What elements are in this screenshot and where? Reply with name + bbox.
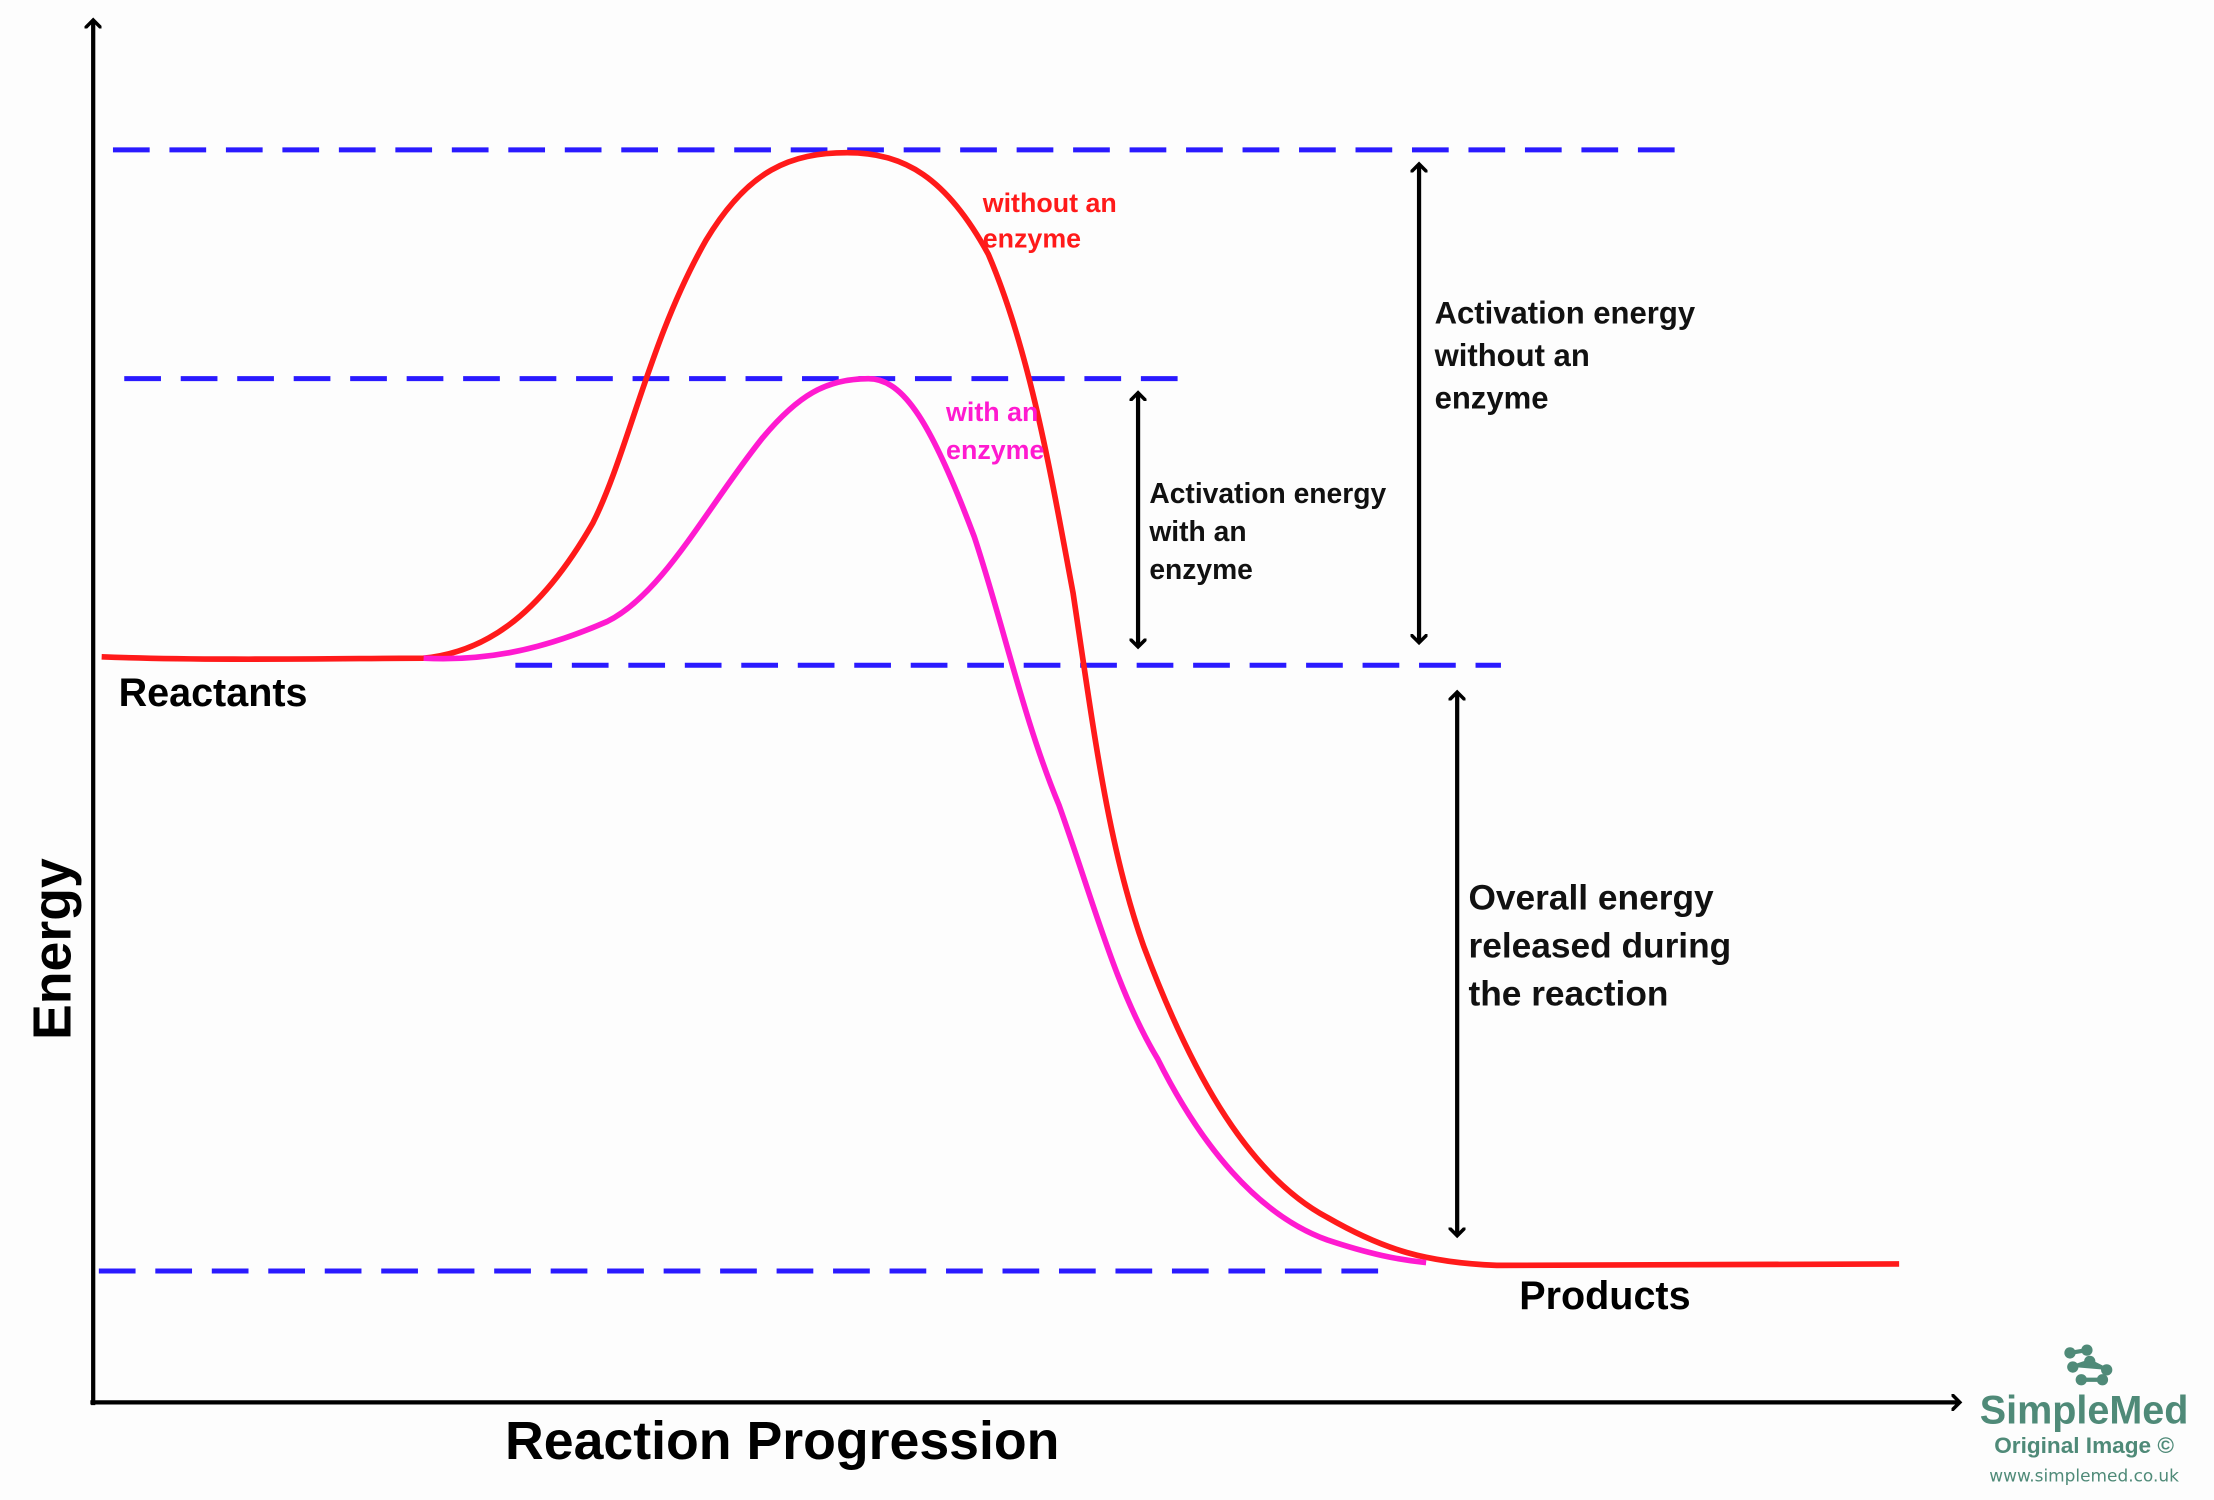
products-label: Products	[1519, 1274, 1690, 1318]
x-axis-label: Reaction Progression	[505, 1411, 1059, 1471]
logo-subtitle: Original Image ©	[1994, 1433, 2174, 1458]
reactants-label: Reactants	[119, 671, 308, 715]
logo-url: www.simplemed.co.uk	[1989, 1465, 2179, 1485]
ea-without-enzyme-label: Activation energy without an enzyme	[1434, 296, 1704, 416]
without-enzyme-label: without an enzyme	[982, 188, 1124, 253]
overall-energy-label: Overall energy released during the react…	[1468, 879, 1741, 1014]
curve-without-enzyme	[101, 149, 1900, 1269]
molecule-icon	[2064, 1344, 2113, 1386]
logo-name: SimpleMed	[1980, 1389, 2189, 1433]
ea-with-enzyme-label: Activation energy with an enzyme	[1148, 477, 1394, 585]
simplemed-logo: SimpleMed Original Image © www.simplemed…	[1980, 1344, 2189, 1485]
with-enzyme-label: with an enzyme	[945, 397, 1046, 465]
y-axis-label: Energy	[23, 858, 83, 1040]
curve-with-enzyme	[423, 375, 1427, 1266]
